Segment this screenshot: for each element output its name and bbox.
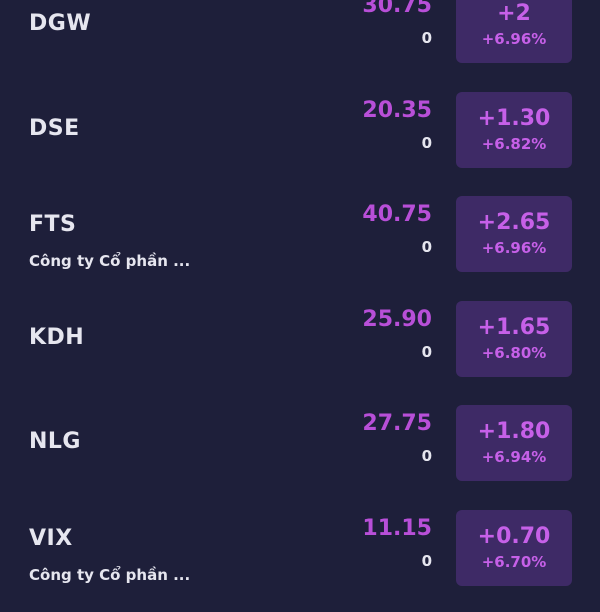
change-badge[interactable]: +2 +6.96% <box>456 0 572 63</box>
price-change: +2 <box>497 0 531 28</box>
volume: 0 <box>422 238 432 256</box>
price: 27.75 <box>362 411 432 436</box>
percent-change: +6.70% <box>482 551 547 573</box>
percent-change: +6.96% <box>482 237 547 259</box>
ticker-symbol: KDH <box>29 325 84 350</box>
price: 40.75 <box>362 202 432 227</box>
stock-row-nlg[interactable]: NLG 27.75 0 +1.80 +6.94% <box>0 403 600 508</box>
price-change: +1.30 <box>478 105 551 133</box>
price-change: +0.70 <box>478 523 551 551</box>
stock-row-dgw[interactable]: DGW 30.75 0 +2 +6.96% <box>0 0 600 90</box>
price: 25.90 <box>362 307 432 332</box>
volume: 0 <box>422 552 432 570</box>
volume: 0 <box>422 343 432 361</box>
ticker-symbol: FTS <box>29 212 76 237</box>
price: 11.15 <box>362 516 432 541</box>
change-badge[interactable]: +2.65 +6.96% <box>456 196 572 272</box>
percent-change: +6.80% <box>482 342 547 364</box>
ticker-symbol: DSE <box>29 116 80 141</box>
ticker-symbol: NLG <box>29 429 81 454</box>
price: 30.75 <box>362 0 432 18</box>
stock-row-dse[interactable]: DSE 20.35 0 +1.30 +6.82% <box>0 90 600 195</box>
percent-change: +6.94% <box>482 446 547 468</box>
stock-row-fts[interactable]: FTS Công ty Cổ phần ... 40.75 0 +2.65 +6… <box>0 194 600 299</box>
change-badge[interactable]: +1.65 +6.80% <box>456 301 572 377</box>
change-badge[interactable]: +1.80 +6.94% <box>456 405 572 481</box>
price-change: +1.80 <box>478 418 551 446</box>
price-change: +1.65 <box>478 314 551 342</box>
volume: 0 <box>422 447 432 465</box>
company-name: Công ty Cổ phần ... <box>29 252 190 270</box>
percent-change: +6.82% <box>482 133 547 155</box>
ticker-symbol: DGW <box>29 11 91 36</box>
stock-row-vix[interactable]: VIX Công ty Cổ phần ... 11.15 0 +0.70 +6… <box>0 508 600 612</box>
stock-row-kdh[interactable]: KDH 25.90 0 +1.65 +6.80% <box>0 299 600 404</box>
price-change: +2.65 <box>478 209 551 237</box>
ticker-symbol: VIX <box>29 526 73 551</box>
company-name: Công ty Cổ phần ... <box>29 566 190 584</box>
price: 20.35 <box>362 98 432 123</box>
change-badge[interactable]: +1.30 +6.82% <box>456 92 572 168</box>
percent-change: +6.96% <box>482 28 547 50</box>
change-badge[interactable]: +0.70 +6.70% <box>456 510 572 586</box>
volume: 0 <box>422 29 432 47</box>
volume: 0 <box>422 134 432 152</box>
